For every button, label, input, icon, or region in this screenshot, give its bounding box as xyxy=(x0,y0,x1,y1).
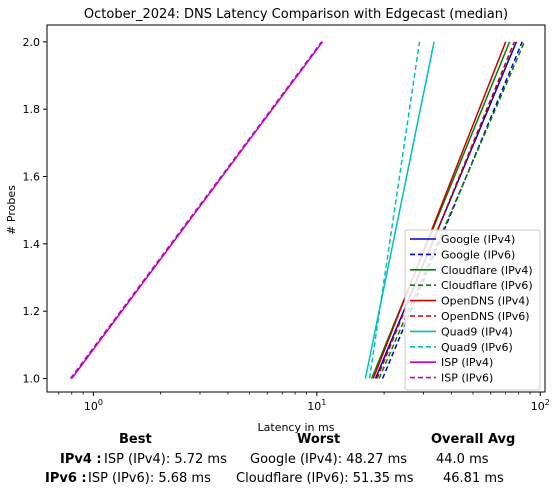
series-line xyxy=(368,41,421,379)
y-tick-label: 1.0 xyxy=(23,373,41,386)
x-tick-label: 101 xyxy=(307,398,326,413)
x-axis-label: Latency in ms xyxy=(258,421,335,434)
legend-label: Cloudflare (IPv6) xyxy=(441,279,533,292)
legend-label: ISP (IPv6) xyxy=(441,372,493,385)
y-tick-label: 1.6 xyxy=(23,171,41,184)
legend-box xyxy=(404,229,541,391)
legend-label: Google (IPv6) xyxy=(441,248,515,261)
series-line xyxy=(364,41,435,379)
series-line xyxy=(376,41,515,379)
legend-label: Quad9 (IPv4) xyxy=(441,325,513,338)
x-tick-label: 102 xyxy=(531,398,550,413)
series-line xyxy=(374,41,518,379)
y-tick-label: 1.8 xyxy=(23,103,41,116)
series-line xyxy=(378,41,526,379)
legend-label: Cloudflare (IPv4) xyxy=(441,264,533,277)
chart-title: October_2024: DNS Latency Comparison wit… xyxy=(84,7,508,22)
legend-label: Quad9 (IPv6) xyxy=(441,341,513,354)
plot-frame xyxy=(46,24,546,393)
legend-label: OpenDNS (IPv4) xyxy=(441,295,530,308)
legend: Google (IPv4) Google (IPv6) Cloudflare (IP… xyxy=(404,229,541,391)
y-tick-label: 2.0 xyxy=(23,36,41,49)
legend-label: OpenDNS (IPv6) xyxy=(441,310,530,323)
legend-label: ISP (IPv4) xyxy=(441,356,493,369)
series-line xyxy=(69,41,323,379)
y-tick-label: 1.2 xyxy=(23,305,41,318)
series-line xyxy=(71,41,324,379)
series-line xyxy=(372,41,507,379)
legend-label: Google (IPv4) xyxy=(441,233,515,246)
x-tick-label: 100 xyxy=(84,398,103,413)
y-tick-label: 1.4 xyxy=(23,238,41,251)
y-axis-label: # Probes xyxy=(5,185,18,235)
